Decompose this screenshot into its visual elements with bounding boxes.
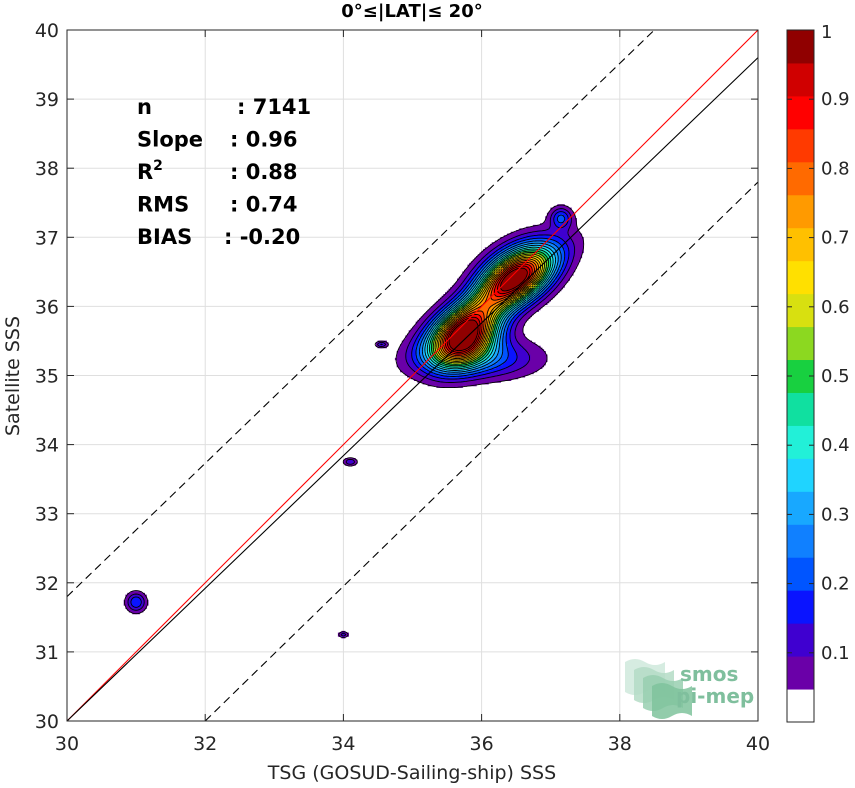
reference-line-identity bbox=[66, 29, 759, 722]
stat-key: RMS bbox=[137, 193, 189, 217]
contour-line-level-6 bbox=[421, 242, 559, 373]
x-tick-label: 38 bbox=[608, 733, 632, 755]
y-tick-label: 30 bbox=[35, 711, 59, 733]
colorbar-segment bbox=[787, 689, 814, 723]
colorbar-segment bbox=[787, 557, 814, 591]
y-tick-label: 38 bbox=[35, 158, 59, 180]
smos-pimep-logo: smos pi-mep bbox=[625, 659, 754, 719]
contour-line-level-18 bbox=[444, 263, 533, 355]
y-tick-label: 33 bbox=[35, 504, 59, 526]
x-axis-label: TSG (GOSUD-Sailing-ship) SSS bbox=[267, 762, 556, 784]
colorbar-segment bbox=[787, 62, 814, 97]
logo-mark bbox=[625, 659, 692, 719]
colorbar-tick-label: 0.3 bbox=[821, 504, 850, 525]
reference-line-regression bbox=[66, 57, 759, 722]
statistics-box: n : 7141 Slope : 0.96 R2 : 0.88 RMS : 0.74 BIAS:… bbox=[137, 95, 311, 249]
y-tick-label: 34 bbox=[35, 435, 59, 457]
logo-text-line2: pi-mep bbox=[676, 684, 754, 708]
x-tick-label: 40 bbox=[746, 733, 770, 755]
contour-line-level-17 bbox=[443, 261, 535, 357]
y-tick-label: 32 bbox=[35, 573, 59, 595]
x-tick-label: 36 bbox=[470, 733, 494, 755]
reference-lines bbox=[66, 29, 759, 722]
colorbar: 0.1 0.2 0.3 0.4 0.5 0.6 0.7 0.8 0.9 1 bbox=[786, 22, 850, 723]
contour-line-level-7 bbox=[424, 244, 557, 371]
chart-title: 0°≤|LAT|≤ 20° bbox=[341, 1, 482, 22]
y-tick-label: 35 bbox=[35, 366, 59, 388]
x-tick-label: 30 bbox=[55, 733, 79, 755]
colorbar-segment bbox=[787, 656, 814, 690]
contour-line-level-5 bbox=[418, 240, 562, 375]
contour-line-level-4 bbox=[415, 214, 566, 377]
colorbar-tick-label: 0.8 bbox=[821, 158, 850, 179]
stat-key: R2 bbox=[137, 158, 163, 184]
x-tick-label: 34 bbox=[331, 733, 355, 755]
colorbar-segment bbox=[787, 95, 814, 130]
contour-line-level-3 bbox=[130, 211, 570, 608]
contour-line-level-9 bbox=[428, 248, 552, 368]
colorbar-segment bbox=[787, 392, 814, 426]
y-tick-label: 40 bbox=[35, 20, 59, 42]
y-tick-label: 39 bbox=[35, 89, 59, 111]
contour-line-level-2 bbox=[127, 208, 576, 637]
colorbar-segment bbox=[787, 30, 814, 64]
colorbar-tick-label: 0.9 bbox=[821, 89, 850, 110]
colorbar-segment bbox=[787, 326, 814, 361]
stat-key: Slope bbox=[137, 128, 203, 152]
contour-line-level-16 bbox=[441, 260, 538, 358]
colorbar-segment bbox=[787, 458, 814, 492]
colorbar-tick-label: 0.7 bbox=[821, 228, 850, 249]
contour-line-level-1 bbox=[124, 204, 585, 639]
colorbar-segment bbox=[787, 293, 814, 328]
colorbar-tick-label: 0.1 bbox=[821, 643, 850, 664]
y-tick-label: 36 bbox=[35, 296, 59, 318]
colorbar-segment bbox=[787, 260, 814, 295]
x-tick-label: 32 bbox=[193, 733, 217, 755]
colorbar-segment bbox=[787, 425, 814, 459]
colorbar-segment bbox=[787, 524, 814, 558]
stat-value: : 0.96 bbox=[230, 128, 298, 152]
contour-line-level-14 bbox=[438, 256, 542, 361]
stat-superscript: 2 bbox=[153, 158, 163, 174]
colorbar-tick-label: 0.4 bbox=[821, 435, 850, 456]
colorbar-segment bbox=[787, 227, 814, 262]
contour-line-level-12 bbox=[434, 253, 545, 364]
colorbar-tick-label: 0.2 bbox=[821, 574, 850, 595]
colorbar-tick-label: 0.5 bbox=[821, 366, 850, 387]
contour-line-level-13 bbox=[436, 255, 543, 362]
contour-line-level-11 bbox=[432, 251, 547, 365]
colorbar-segment bbox=[787, 128, 814, 163]
y-tick-label: 31 bbox=[35, 642, 59, 664]
colorbar-segment bbox=[787, 161, 814, 196]
colorbar-segment bbox=[787, 194, 814, 229]
stat-value: : 0.88 bbox=[230, 160, 298, 184]
colorbar-tick-label: 0.6 bbox=[821, 297, 850, 318]
colorbar-segment bbox=[787, 491, 814, 525]
stat-key: n bbox=[137, 95, 152, 119]
stat-key: BIAS bbox=[137, 225, 192, 249]
colorbar-tick-label: 1 bbox=[821, 22, 832, 43]
reference-line-lower-bound bbox=[204, 181, 759, 722]
colorbar-segment bbox=[787, 590, 814, 624]
colorbar-segment bbox=[787, 623, 814, 657]
stat-value: : 0.74 bbox=[230, 193, 298, 217]
logo-text-line1: smos bbox=[680, 662, 738, 686]
stat-value: : -0.20 bbox=[224, 225, 300, 249]
y-tick-label: 37 bbox=[35, 227, 59, 249]
reference-line-upper-bound bbox=[66, 29, 655, 598]
axes: 30 32 34 36 38 40 30 31 32 33 34 35 36 37 38 39 40 bbox=[35, 20, 770, 755]
stat-value: : 7141 bbox=[237, 95, 311, 119]
logo-wave bbox=[652, 683, 692, 719]
y-axis-label: Satellite SSS bbox=[2, 316, 24, 436]
density-contours bbox=[123, 204, 585, 639]
